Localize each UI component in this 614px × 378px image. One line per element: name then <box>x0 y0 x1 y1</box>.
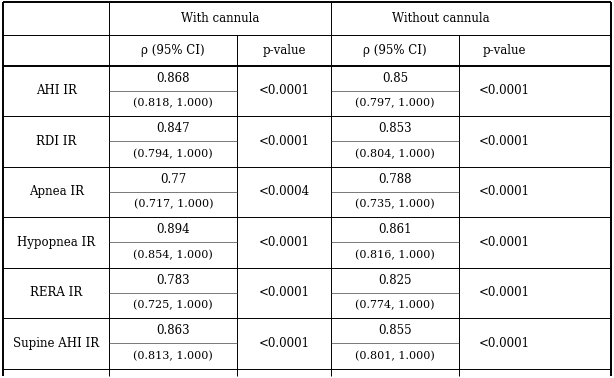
Text: (0.797, 1.000): (0.797, 1.000) <box>356 98 435 108</box>
Text: 0.861: 0.861 <box>378 223 412 236</box>
Text: 0.788: 0.788 <box>378 173 412 186</box>
Text: <0.0001: <0.0001 <box>479 287 530 299</box>
Text: Apnea IR: Apnea IR <box>29 185 84 198</box>
Text: (0.816, 1.000): (0.816, 1.000) <box>356 250 435 260</box>
Text: (0.804, 1.000): (0.804, 1.000) <box>356 149 435 159</box>
Text: <0.0001: <0.0001 <box>258 287 309 299</box>
Text: 0.85: 0.85 <box>382 72 408 85</box>
Text: (0.801, 1.000): (0.801, 1.000) <box>356 351 435 361</box>
Text: 0.77: 0.77 <box>160 173 187 186</box>
Text: <0.0001: <0.0001 <box>479 236 530 249</box>
Text: 0.853: 0.853 <box>378 122 412 135</box>
Text: Hypopnea IR: Hypopnea IR <box>17 236 95 249</box>
Text: Without cannula: Without cannula <box>392 12 489 25</box>
Text: ρ (95% CI): ρ (95% CI) <box>363 44 427 57</box>
Text: RERA IR: RERA IR <box>30 287 82 299</box>
Text: Supine AHI IR: Supine AHI IR <box>13 337 99 350</box>
Text: <0.0001: <0.0001 <box>479 185 530 198</box>
Text: 0.863: 0.863 <box>157 324 190 337</box>
Text: p-value: p-value <box>262 44 306 57</box>
Text: <0.0001: <0.0001 <box>258 337 309 350</box>
Text: <0.0001: <0.0001 <box>479 135 530 148</box>
Text: <0.0001: <0.0001 <box>258 236 309 249</box>
Text: <0.0001: <0.0001 <box>479 84 530 97</box>
Text: <0.0001: <0.0001 <box>258 84 309 97</box>
Text: (0.794, 1.000): (0.794, 1.000) <box>133 149 213 159</box>
Text: <0.0001: <0.0001 <box>479 337 530 350</box>
Text: 0.847: 0.847 <box>157 122 190 135</box>
Text: (0.818, 1.000): (0.818, 1.000) <box>133 98 213 108</box>
Text: (0.774, 1.000): (0.774, 1.000) <box>356 300 435 311</box>
Text: <0.0004: <0.0004 <box>258 185 310 198</box>
Text: (0.725, 1.000): (0.725, 1.000) <box>133 300 213 311</box>
Text: 0.855: 0.855 <box>378 324 412 337</box>
Text: (0.717, 1.000): (0.717, 1.000) <box>133 199 213 210</box>
Text: 0.783: 0.783 <box>157 274 190 287</box>
Text: 0.825: 0.825 <box>378 274 412 287</box>
Text: p-value: p-value <box>483 44 526 57</box>
Text: ρ (95% CI): ρ (95% CI) <box>141 44 205 57</box>
Text: RDI IR: RDI IR <box>36 135 77 148</box>
Text: (0.735, 1.000): (0.735, 1.000) <box>356 199 435 210</box>
Text: (0.854, 1.000): (0.854, 1.000) <box>133 250 213 260</box>
Text: <0.0001: <0.0001 <box>258 135 309 148</box>
Text: AHI IR: AHI IR <box>36 84 77 97</box>
Text: 0.894: 0.894 <box>157 223 190 236</box>
Text: With cannula: With cannula <box>181 12 260 25</box>
Text: 0.868: 0.868 <box>157 72 190 85</box>
Text: (0.813, 1.000): (0.813, 1.000) <box>133 351 213 361</box>
